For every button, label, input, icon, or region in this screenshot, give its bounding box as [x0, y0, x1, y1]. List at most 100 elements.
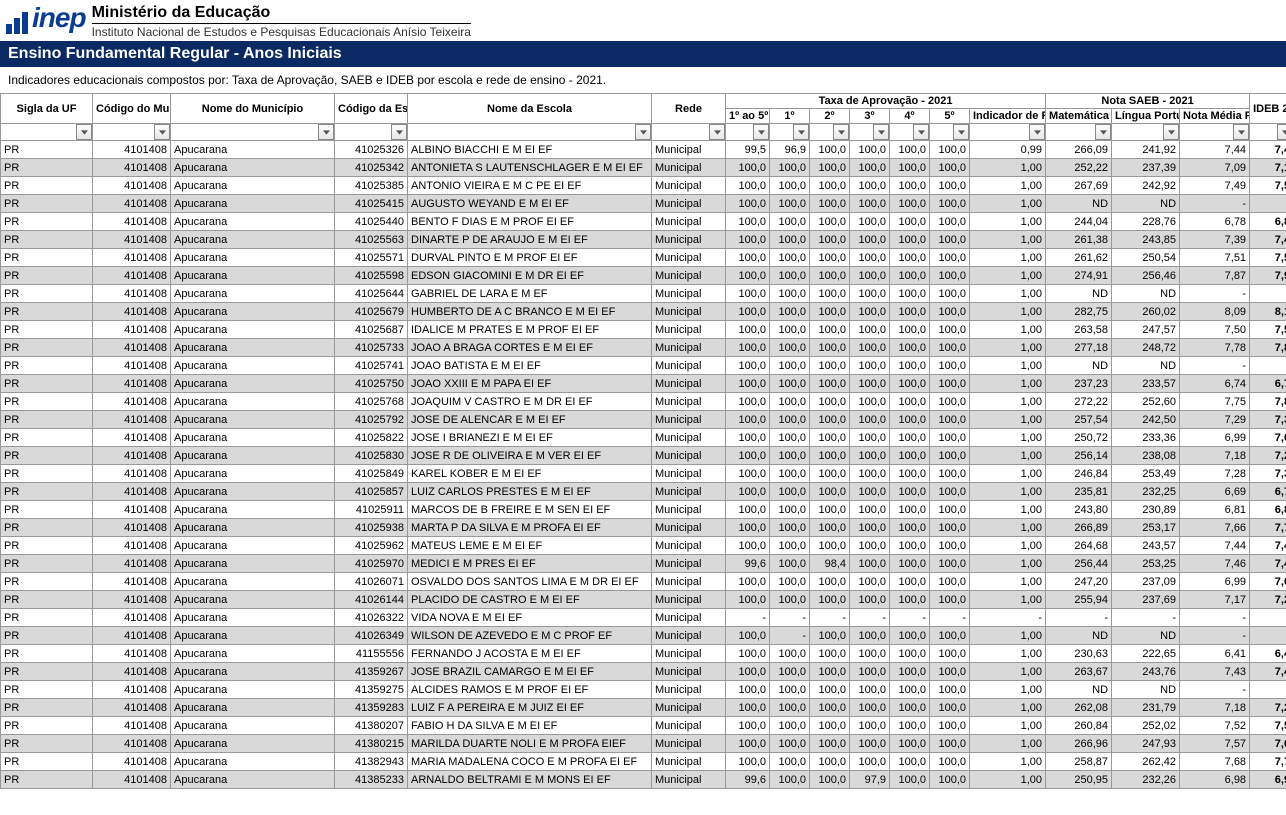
cell-ideb: 6,7 [1250, 483, 1286, 501]
cell-nmp: - [1180, 195, 1250, 213]
cell-ir: 1,00 [970, 681, 1046, 699]
filter-dropdown[interactable] [1163, 124, 1179, 140]
filter-input[interactable] [652, 125, 709, 139]
institute-title: Instituto Nacional de Estudos e Pesquisa… [92, 24, 471, 39]
cell-g1: 100,0 [770, 285, 810, 303]
filter-input[interactable] [930, 125, 953, 139]
cell-cesc: 41026071 [335, 573, 408, 591]
cell-g5: 100,0 [930, 717, 970, 735]
cell-ir: 1,00 [970, 537, 1046, 555]
filter-dropdown[interactable] [1233, 124, 1249, 140]
filter-dropdown[interactable] [709, 124, 725, 140]
filter-input[interactable] [408, 125, 635, 139]
filter-input[interactable] [1046, 125, 1095, 139]
filter-dropdown[interactable] [873, 124, 889, 140]
filter-input[interactable] [335, 125, 391, 139]
cell-g1: 100,0 [770, 663, 810, 681]
cell-g2: 100,0 [810, 159, 850, 177]
cell-g5: 100,0 [930, 177, 970, 195]
filter-dropdown[interactable] [76, 124, 92, 140]
cell-lp: 231,79 [1112, 699, 1180, 717]
filter-input[interactable] [1180, 125, 1233, 139]
cell-uf: PR [1, 447, 93, 465]
filter-input[interactable] [1, 125, 76, 139]
cell-g1: 100,0 [770, 231, 810, 249]
filter-dropdown[interactable] [318, 124, 334, 140]
cell-lp: 260,02 [1112, 303, 1180, 321]
cell-nesc: ARNALDO BELTRAMI E M MONS EI EF [408, 771, 652, 789]
cell-g2: 100,0 [810, 249, 850, 267]
cell-ir: 1,00 [970, 231, 1046, 249]
filter-dropdown[interactable] [913, 124, 929, 140]
filter-input[interactable] [171, 125, 318, 139]
cell-g1a5: 100,0 [726, 681, 770, 699]
cell-g1: - [770, 609, 810, 627]
cell-cmun: 4101408 [93, 447, 171, 465]
cell-nesc: GABRIEL DE LARA E M EF [408, 285, 652, 303]
cell-mat: 252,22 [1046, 159, 1112, 177]
cell-nmp: 6,69 [1180, 483, 1250, 501]
cell-mat: 261,38 [1046, 231, 1112, 249]
cell-nmun: Apucarana [171, 681, 335, 699]
filter-dropdown[interactable] [833, 124, 849, 140]
filter-dropdown[interactable] [793, 124, 809, 140]
cell-nmun: Apucarana [171, 159, 335, 177]
cell-g3: 100,0 [850, 501, 890, 519]
cell-g2: 100,0 [810, 645, 850, 663]
cell-nmun: Apucarana [171, 447, 335, 465]
cell-g3: 100,0 [850, 285, 890, 303]
cell-g1a5: 100,0 [726, 627, 770, 645]
cell-cmun: 4101408 [93, 699, 171, 717]
cell-g5: 100,0 [930, 753, 970, 771]
cell-g1: 100,0 [770, 483, 810, 501]
cell-lp: 232,26 [1112, 771, 1180, 789]
cell-g1: 100,0 [770, 771, 810, 789]
cell-lp: 241,92 [1112, 141, 1180, 159]
cell-nmp: 6,81 [1180, 501, 1250, 519]
cell-uf: PR [1, 231, 93, 249]
cell-cmun: 4101408 [93, 249, 171, 267]
filter-input[interactable] [1112, 125, 1163, 139]
filter-input[interactable] [770, 125, 793, 139]
cell-nesc: FABIO H DA SILVA E M EI EF [408, 717, 652, 735]
filter-input[interactable] [1250, 125, 1277, 139]
filter-dropdown[interactable] [635, 124, 651, 140]
filter-dropdown[interactable] [1095, 124, 1111, 140]
cell-g3: 100,0 [850, 357, 890, 375]
cell-uf: PR [1, 213, 93, 231]
cell-g3: 100,0 [850, 753, 890, 771]
cell-rede: Municipal [652, 663, 726, 681]
cell-g1: 100,0 [770, 339, 810, 357]
filter-dropdown[interactable] [1029, 124, 1045, 140]
filter-input[interactable] [93, 125, 154, 139]
cell-g3: 100,0 [850, 555, 890, 573]
filter-dropdown[interactable] [753, 124, 769, 140]
filter-input[interactable] [970, 125, 1029, 139]
filter-dropdown[interactable] [1277, 124, 1286, 140]
data-table: Sigla da UF Código do Município Nome do … [0, 93, 1286, 789]
cell-cesc: 41025768 [335, 393, 408, 411]
cell-g1: 100,0 [770, 591, 810, 609]
cell-cesc: 41382943 [335, 753, 408, 771]
cell-lp: ND [1112, 195, 1180, 213]
filter-input[interactable] [726, 125, 753, 139]
cell-nmun: Apucarana [171, 519, 335, 537]
cell-uf: PR [1, 339, 93, 357]
cell-g3: 100,0 [850, 177, 890, 195]
filter-input[interactable] [850, 125, 873, 139]
filter-dropdown[interactable] [154, 124, 170, 140]
cell-lp: ND [1112, 627, 1180, 645]
cell-cesc: 41025733 [335, 339, 408, 357]
cell-g1: 100,0 [770, 753, 810, 771]
table-row: PR4101408Apucarana41025571DURVAL PINTO E… [1, 249, 1286, 267]
filter-input[interactable] [810, 125, 833, 139]
cell-g3: 100,0 [850, 537, 890, 555]
filter-dropdown[interactable] [391, 124, 407, 140]
cell-cesc: 41025938 [335, 519, 408, 537]
filter-input[interactable] [890, 125, 913, 139]
cell-g5: 100,0 [930, 375, 970, 393]
filter-dropdown[interactable] [953, 124, 969, 140]
cell-uf: PR [1, 249, 93, 267]
cell-g2: 100,0 [810, 375, 850, 393]
cell-cmun: 4101408 [93, 591, 171, 609]
